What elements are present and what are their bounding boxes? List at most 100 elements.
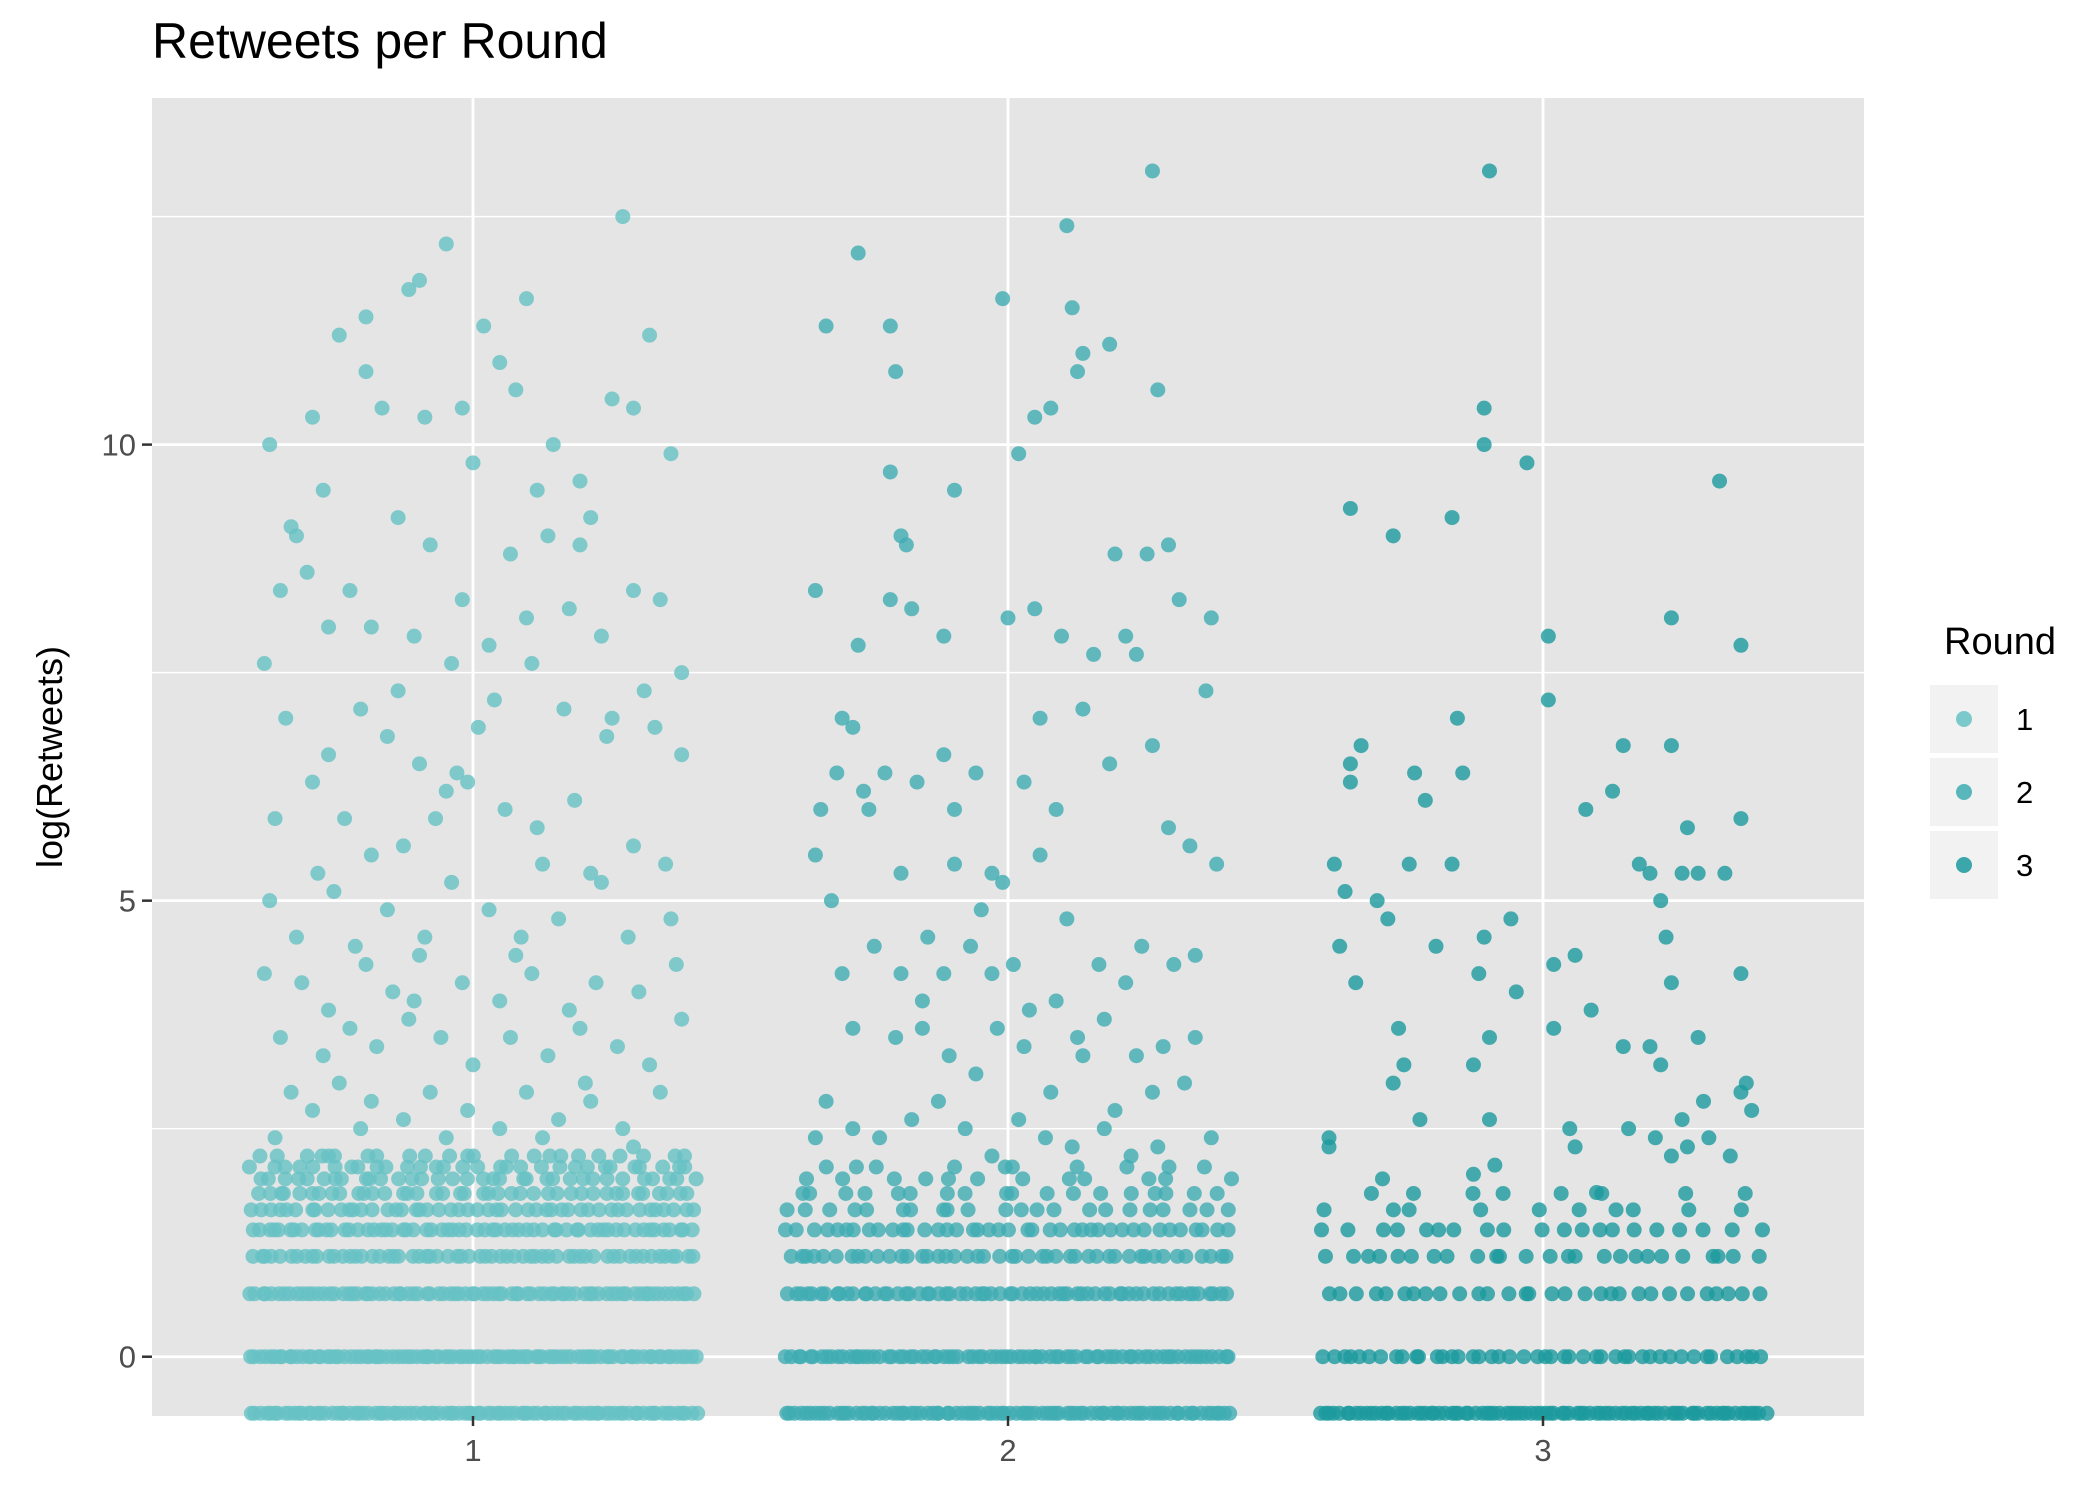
data-point	[1561, 1349, 1577, 1365]
data-point	[275, 1185, 291, 1201]
data-point	[390, 683, 406, 699]
data-point	[818, 1093, 834, 1109]
data-point	[1373, 1349, 1389, 1365]
data-point	[869, 1248, 885, 1264]
data-point	[272, 583, 288, 599]
data-point	[1096, 1121, 1112, 1137]
data-point	[1516, 1349, 1532, 1365]
data-point	[535, 856, 551, 872]
data-point	[970, 1171, 986, 1187]
data-point	[947, 801, 962, 817]
data-point	[353, 1121, 369, 1137]
data-point	[1123, 1148, 1139, 1164]
y-axis: 0 5 10	[102, 428, 152, 1375]
data-point	[602, 1159, 618, 1175]
data-point	[1444, 856, 1460, 872]
data-point	[898, 537, 914, 553]
data-point	[1571, 1202, 1587, 1218]
data-point	[823, 893, 839, 909]
data-point	[1172, 1222, 1188, 1238]
data-point	[1391, 1020, 1407, 1036]
data-point	[626, 838, 641, 854]
data-point	[957, 1185, 973, 1201]
data-point	[1546, 1020, 1562, 1036]
series-2-points	[777, 163, 1240, 1421]
data-point	[1043, 400, 1059, 416]
data-point	[947, 1159, 963, 1175]
data-point	[1005, 957, 1021, 973]
data-point	[331, 1075, 347, 1091]
data-point	[369, 1148, 385, 1164]
data-point	[373, 1171, 389, 1187]
data-point	[684, 1222, 700, 1238]
data-point	[1029, 1202, 1045, 1218]
data-point	[645, 1171, 661, 1187]
data-point	[309, 1248, 325, 1264]
data-point	[559, 1222, 575, 1238]
data-point	[1612, 1248, 1628, 1264]
data-point	[599, 728, 615, 744]
data-point	[430, 1171, 446, 1187]
data-point	[1562, 1121, 1578, 1137]
data-point	[365, 1185, 381, 1201]
data-point	[526, 1185, 542, 1201]
data-point	[1589, 1185, 1604, 1201]
data-point	[252, 1148, 268, 1164]
data-point	[321, 619, 337, 635]
data-point	[797, 1202, 813, 1218]
data-point	[642, 1057, 658, 1073]
data-point	[310, 865, 326, 881]
data-point	[1733, 637, 1749, 653]
data-point	[1102, 1222, 1118, 1238]
data-point	[882, 318, 898, 334]
data-point	[1128, 1048, 1144, 1064]
data-point	[1086, 646, 1102, 662]
data-point	[405, 1222, 421, 1238]
data-point	[379, 902, 395, 918]
data-point	[1107, 1102, 1123, 1118]
data-point	[1744, 1102, 1760, 1118]
data-point	[272, 1029, 288, 1045]
data-point	[326, 884, 342, 900]
data-point	[901, 1286, 917, 1302]
data-point	[1724, 1222, 1740, 1238]
data-point	[1593, 1349, 1609, 1365]
data-point	[949, 1222, 965, 1238]
data-point	[1210, 1222, 1226, 1238]
data-point	[494, 1286, 510, 1302]
data-point	[252, 1222, 268, 1238]
data-point	[1075, 1048, 1091, 1064]
data-point	[1407, 765, 1423, 781]
data-point	[508, 382, 524, 398]
data-point	[879, 1286, 895, 1302]
data-point	[1653, 1057, 1669, 1073]
data-point	[574, 1185, 590, 1201]
data-point	[1428, 938, 1444, 954]
data-point	[321, 747, 337, 763]
data-point	[835, 1171, 851, 1187]
data-point	[1375, 1171, 1390, 1187]
data-point	[1052, 1222, 1068, 1238]
data-point	[549, 1248, 565, 1264]
data-point	[866, 938, 882, 954]
data-point	[552, 1159, 568, 1175]
data-point	[1495, 1185, 1511, 1201]
data-point	[1465, 1185, 1481, 1201]
data-point	[591, 1202, 607, 1218]
data-point	[431, 1202, 447, 1218]
data-point	[1479, 1222, 1495, 1238]
data-point	[378, 1159, 394, 1175]
data-point	[1187, 947, 1203, 963]
data-point	[549, 1185, 565, 1201]
data-point	[1544, 1286, 1560, 1302]
data-point	[1567, 947, 1583, 963]
data-point	[1663, 738, 1679, 754]
data-point	[1316, 1202, 1332, 1218]
data-point	[899, 1222, 915, 1238]
data-point	[307, 1202, 323, 1218]
data-point	[1024, 1222, 1040, 1238]
data-point	[390, 1248, 406, 1264]
data-point	[540, 1048, 556, 1064]
data-point	[690, 1405, 706, 1421]
data-point	[918, 1171, 934, 1187]
